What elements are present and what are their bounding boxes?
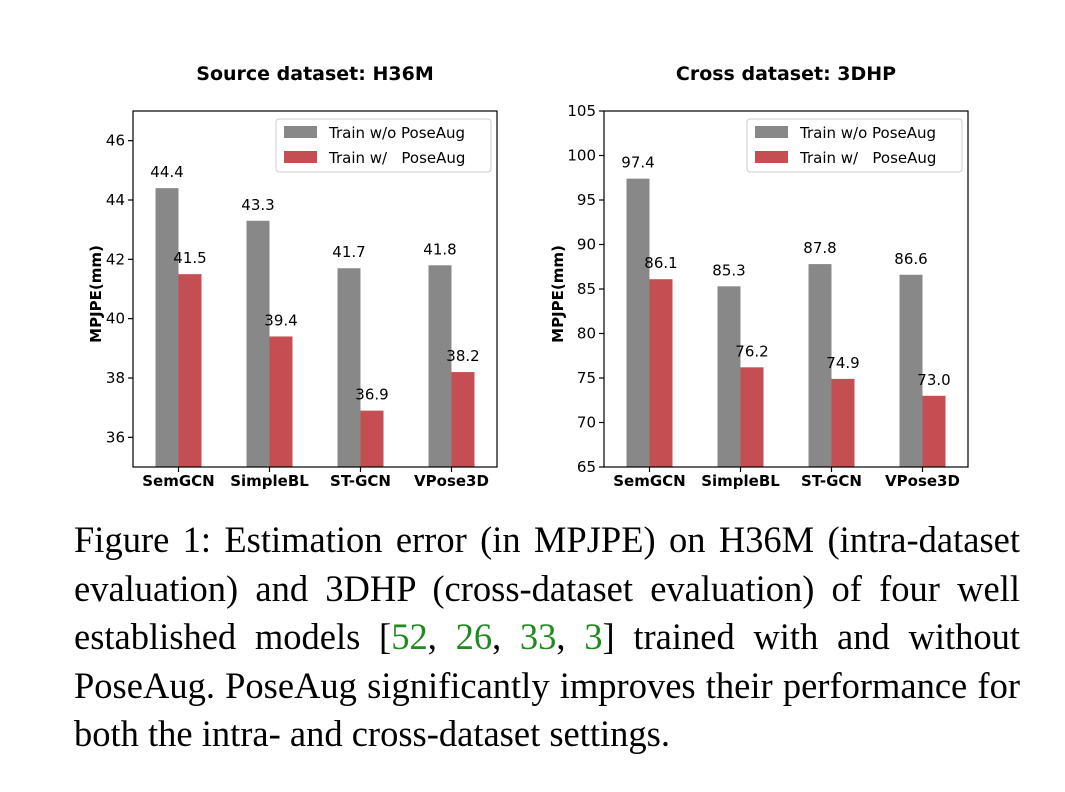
y-tick-label: 100 bbox=[567, 147, 596, 165]
bar-with-poseaug bbox=[922, 395, 946, 467]
legend-label: Train w/o PoseAug bbox=[328, 124, 465, 142]
legend: Train w/o PoseAug Train w/ PoseAug bbox=[746, 118, 963, 173]
bar-without-poseaug bbox=[246, 220, 270, 467]
bar-with-poseaug bbox=[451, 372, 475, 467]
legend-swatch bbox=[284, 151, 317, 163]
x-tick-label: SimpleBL bbox=[701, 472, 780, 490]
legend: Train w/o PoseAug Train w/ PoseAug bbox=[275, 118, 492, 173]
legend-box bbox=[275, 118, 492, 173]
data-label: 76.2 bbox=[735, 342, 768, 360]
y-tick-label: 38 bbox=[106, 369, 125, 387]
data-label: 85.3 bbox=[712, 261, 745, 279]
bar-without-poseaug bbox=[717, 286, 741, 467]
caption-sep: , bbox=[492, 616, 520, 657]
data-label: 41.7 bbox=[332, 243, 365, 261]
y-tick-label: 80 bbox=[577, 325, 596, 343]
chart-title: Cross dataset: 3DHP bbox=[676, 63, 896, 85]
chart-title: Source dataset: H36M bbox=[196, 63, 433, 85]
data-label: 38.2 bbox=[446, 347, 479, 365]
data-label: 39.4 bbox=[264, 311, 297, 329]
citation-3[interactable]: 3 bbox=[584, 616, 603, 657]
x-tick-label: ST-GCN bbox=[801, 472, 862, 490]
legend-swatch bbox=[755, 151, 788, 163]
y-tick-label: 40 bbox=[106, 310, 125, 328]
bar-with-poseaug bbox=[360, 410, 384, 467]
y-tick-label: 95 bbox=[577, 191, 596, 209]
data-label: 73.0 bbox=[917, 371, 950, 389]
bar-without-poseaug bbox=[428, 265, 452, 467]
data-label: 36.9 bbox=[355, 386, 388, 404]
caption-sep: , bbox=[556, 616, 585, 657]
y-tick-label: 65 bbox=[577, 458, 596, 476]
citation-52[interactable]: 52 bbox=[391, 616, 428, 657]
x-tick-label: ST-GCN bbox=[330, 472, 391, 490]
data-label: 41.5 bbox=[173, 249, 206, 267]
y-tick-label: 85 bbox=[577, 280, 596, 298]
bar-with-poseaug bbox=[740, 367, 764, 467]
x-tick-label: SemGCN bbox=[142, 472, 214, 490]
bar-without-poseaug bbox=[808, 264, 832, 467]
bar-with-poseaug bbox=[178, 274, 202, 467]
y-axis-label: MPJPE(mm) bbox=[549, 245, 567, 343]
citation-33[interactable]: 33 bbox=[519, 616, 557, 657]
bar-with-poseaug bbox=[269, 336, 293, 467]
legend-swatch bbox=[284, 126, 317, 138]
data-label: 87.8 bbox=[803, 239, 836, 257]
x-tick-label: VPose3D bbox=[414, 472, 489, 490]
chart-panel-2: Cross dataset: 3DHP 97.4 85.3 87.8 86.6 86.1 7… bbox=[549, 63, 969, 490]
legend-label: Train w/o PoseAug bbox=[799, 124, 936, 142]
legend-label: Train w/ PoseAug bbox=[328, 149, 465, 167]
bar-without-poseaug bbox=[899, 274, 923, 467]
legend-box bbox=[746, 118, 963, 173]
x-tick-label: SimpleBL bbox=[230, 472, 309, 490]
data-label: 86.1 bbox=[644, 254, 677, 272]
bar-without-poseaug bbox=[155, 188, 179, 467]
caption-sep: , bbox=[427, 616, 456, 657]
data-label: 97.4 bbox=[621, 154, 654, 172]
y-tick-label: 105 bbox=[567, 102, 596, 120]
y-tick-label: 42 bbox=[106, 250, 125, 268]
bar-without-poseaug bbox=[626, 178, 650, 467]
caption-tail: ] trained with and without PoseAug. Pose… bbox=[74, 616, 1020, 754]
caption-lead: Figure 1: Estimation error (in MPJPE) on… bbox=[74, 519, 1020, 657]
y-tick-label: 46 bbox=[106, 132, 125, 150]
x-tick-label: VPose3D bbox=[885, 472, 960, 490]
y-tick-label: 75 bbox=[577, 369, 596, 387]
data-label: 74.9 bbox=[826, 354, 859, 372]
y-tick-label: 70 bbox=[577, 414, 596, 432]
data-label: 86.6 bbox=[894, 250, 927, 268]
x-tick-label: SemGCN bbox=[613, 472, 685, 490]
y-axis-label: MPJPE(mm) bbox=[87, 245, 105, 343]
plot-frame bbox=[132, 110, 498, 468]
figure-caption: Figure 1: Estimation error (in MPJPE) on… bbox=[74, 516, 1020, 759]
citation-26[interactable]: 26 bbox=[455, 616, 493, 657]
legend-swatch bbox=[755, 126, 788, 138]
y-tick-label: 44 bbox=[106, 191, 125, 209]
data-label: 44.4 bbox=[150, 163, 183, 181]
legend-label: Train w/ PoseAug bbox=[799, 149, 936, 167]
bar-with-poseaug bbox=[649, 279, 673, 467]
bar-with-poseaug bbox=[831, 378, 855, 467]
charts: Source dataset: H36M 44.4 43.3 41.7 41.8 41.5… bbox=[87, 63, 969, 490]
data-label: 41.8 bbox=[423, 240, 456, 258]
y-tick-label: 36 bbox=[106, 428, 125, 446]
data-label: 43.3 bbox=[241, 196, 274, 214]
y-tick-label: 90 bbox=[577, 236, 596, 254]
bar-without-poseaug bbox=[337, 268, 361, 467]
chart-panel-1: Source dataset: H36M 44.4 43.3 41.7 41.8 41.5… bbox=[87, 63, 498, 490]
